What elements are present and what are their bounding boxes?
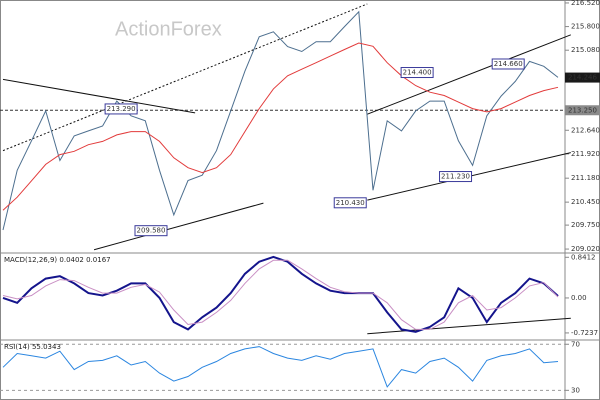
series-line [2, 10, 559, 231]
series-line [2, 42, 559, 211]
annotation-label: 214.660 [494, 60, 523, 68]
y-tick-label: 209.750 [571, 221, 600, 229]
trendline [367, 317, 571, 335]
annotation-box [439, 171, 473, 183]
y-tick-label: 216.520 [571, 0, 600, 7]
series-line [2, 346, 559, 388]
y-tick-label: 212.640 [571, 126, 600, 134]
annotation-label: 210.430 [336, 199, 365, 207]
price-label: 213.250 [568, 106, 597, 114]
annotation-box [400, 67, 434, 79]
annotation-box [333, 197, 367, 209]
y-tick-label: 211.180 [571, 174, 600, 182]
price-label-box [565, 72, 600, 83]
annotation-label: 209.580 [137, 227, 166, 235]
panel-title: RSI(14) 55.0343 [4, 343, 61, 351]
panel-title: MACD(12,26,9) 0.0402 0.0167 [4, 256, 111, 264]
annotation-box [104, 103, 138, 115]
y-tick-label: 209.020 [571, 245, 600, 253]
y-tick-label: 30 [571, 386, 580, 394]
y-tick-label: 0.00 [571, 294, 587, 302]
trendline [93, 202, 264, 251]
annotation-box [491, 58, 525, 70]
trendline [2, 78, 196, 114]
annotation-label: 213.290 [107, 105, 136, 113]
y-tick-label: 215.080 [571, 46, 600, 54]
annotation-label: 211.230 [441, 173, 470, 181]
series-line [2, 255, 559, 333]
y-tick-label: 70 [571, 340, 580, 348]
annotation-box [134, 225, 168, 237]
trendline [367, 34, 571, 115]
y-tick-label: 215.800 [571, 23, 600, 31]
watermark: ActionForex [115, 18, 222, 40]
y-tick-label: -0.7237 [571, 329, 598, 337]
trendline [2, 3, 368, 152]
price-label: 214.246 [568, 74, 597, 82]
y-tick-label: 0.8412 [571, 253, 596, 261]
series-line [2, 259, 559, 330]
annotation-label: 214.400 [403, 69, 432, 77]
y-tick-label: 211.920 [571, 150, 600, 158]
price-label-box [565, 105, 600, 116]
y-tick-label: 210.450 [571, 198, 600, 206]
